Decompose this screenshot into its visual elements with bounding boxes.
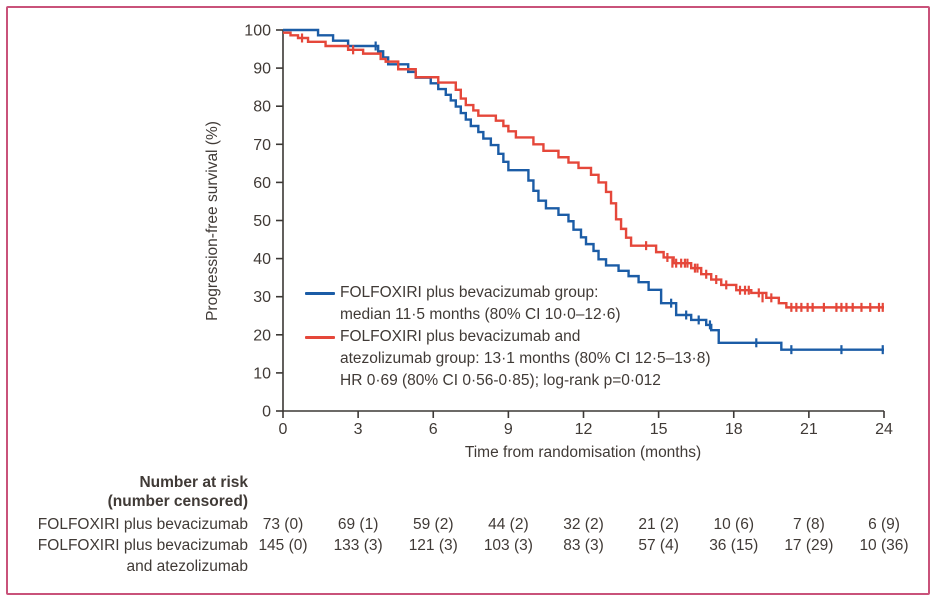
censor-marks-bevacizumab [374,41,884,355]
risk-value: 17 (29) [784,537,834,554]
x-tick-label: 12 [575,421,593,438]
risk-value: 59 (2) [413,516,454,533]
risk-value: 7 (8) [792,516,825,533]
x-tick-label: 21 [800,421,818,438]
x-tick-label: 24 [875,421,893,438]
legend: FOLFOXIRI plus bevacizumab group: median… [340,282,710,392]
risk-table-header-line2: (number censored) [107,493,248,510]
risk-value: 133 (3) [333,537,383,554]
risk-row-label-bevacizumab: FOLFOXIRI plus bevacizumab [37,516,248,533]
legend-line-4: atezolizumab group: 13·1 months (80% CI … [340,350,711,367]
legend-swatch-bevacizumab [305,292,335,295]
risk-value: 57 (4) [638,537,679,554]
risk-row-label-atezolizumab-line2: and atezolizumab [126,558,249,575]
risk-value: 69 (1) [337,516,379,533]
x-tick-label: 9 [504,421,513,438]
y-tick-label: 100 [244,23,271,40]
x-tick-label: 3 [354,421,363,438]
legend-line-2: median 11·5 months (80% CI 10·0–12·6) [340,306,621,323]
x-tick-label: 6 [429,421,438,438]
y-tick-label: 20 [253,327,271,344]
y-tick-label: 0 [262,404,271,421]
risk-value: 121 (3) [408,537,458,554]
legend-line-3: FOLFOXIRI plus bevacizumab and [340,328,581,345]
y-tick-label: 30 [253,289,271,306]
y-tick-label: 60 [253,175,271,192]
x-tick-label: 0 [279,421,288,438]
y-axis-ticks: 0 10 20 30 40 50 60 70 80 90 100 [244,23,283,421]
risk-value: 32 (2) [563,516,604,533]
risk-value: 36 (15) [709,537,759,554]
risk-table-header-line1: Number at risk [139,474,248,491]
x-axis-ticks: 0 3 6 9 12 15 18 21 24 [279,411,893,438]
x-tick-label: 15 [650,421,668,438]
legend-line-1: FOLFOXIRI plus bevacizumab group: [340,284,599,301]
censor-marks-atezolizumab [300,33,884,312]
y-tick-label: 90 [253,61,271,78]
y-tick-label: 10 [253,365,271,382]
risk-value: 44 (2) [488,516,529,533]
y-tick-label: 80 [253,99,271,116]
risk-value: 6 (9) [868,516,900,533]
x-tick-label: 18 [725,421,743,438]
legend-line-5: HR 0·69 (80% CI 0·56-0·85); log-rank p=0… [340,372,661,389]
y-axis-title: Progression-free survival (%) [204,121,221,321]
risk-value: 103 (3) [483,537,533,554]
risk-value: 145 (0) [258,537,308,554]
risk-value: 73 (0) [262,516,304,533]
risk-value: 10 (36) [859,537,909,554]
y-tick-label: 40 [253,251,271,268]
risk-value: 10 (6) [713,516,755,533]
legend-swatch-atezolizumab [305,336,335,339]
y-tick-label: 70 [253,137,271,154]
risk-value: 83 (3) [563,537,604,554]
x-axis-title: Time from randomisation (months) [464,444,702,461]
risk-value: 21 (2) [638,516,679,533]
risk-row-label-atezolizumab-line1: FOLFOXIRI plus bevacizumab [37,537,248,554]
y-tick-label: 50 [253,213,271,230]
survival-curve-atezolizumab [283,31,884,309]
